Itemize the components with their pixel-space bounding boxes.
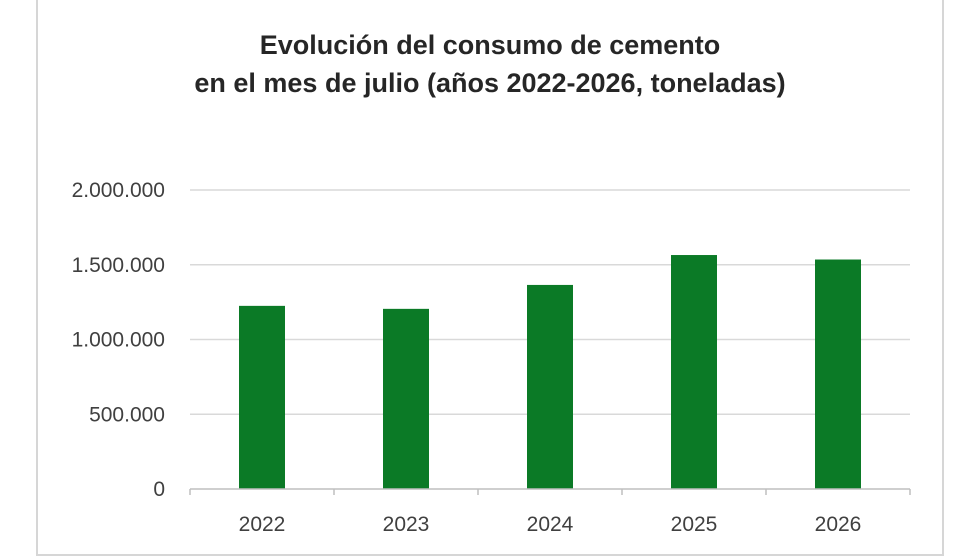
bars bbox=[239, 255, 861, 489]
bar-2024 bbox=[527, 284, 573, 489]
chart-title-line-1: Evolución del consumo de cemento bbox=[259, 30, 721, 60]
chart-frame bbox=[36, 0, 944, 556]
chart-title-line-2: en el mes de julio (años 2022-2026, tone… bbox=[194, 68, 786, 98]
x-axis bbox=[189, 488, 911, 495]
y-tick-label: 0 bbox=[153, 478, 165, 501]
y-tick-label: 500.000 bbox=[89, 403, 165, 426]
bar-2023 bbox=[383, 308, 429, 489]
bar-2026 bbox=[815, 259, 861, 489]
gridlines bbox=[190, 189, 910, 415]
x-tick-label: 2023 bbox=[383, 513, 430, 536]
x-tick-label: 2025 bbox=[671, 513, 718, 536]
bar-2022 bbox=[239, 305, 285, 489]
y-tick-label: 1.500.000 bbox=[72, 254, 165, 277]
x-tick-label: 2026 bbox=[815, 513, 862, 536]
x-tick-label: 2024 bbox=[527, 513, 574, 536]
x-axis-tick-labels: 2022 2023 2024 2025 2026 bbox=[239, 513, 862, 536]
x-tick-label: 2022 bbox=[239, 513, 286, 536]
chart-title: Evolución del consumo de cemento en el m… bbox=[36, 26, 944, 102]
y-tick-label: 1.000.000 bbox=[72, 329, 165, 352]
y-tick-label: 2.000.000 bbox=[72, 179, 165, 202]
bar-2025 bbox=[671, 255, 717, 489]
y-axis-tick-labels: 0 500.000 1.000.000 1.500.000 2.000.000 bbox=[72, 179, 165, 501]
